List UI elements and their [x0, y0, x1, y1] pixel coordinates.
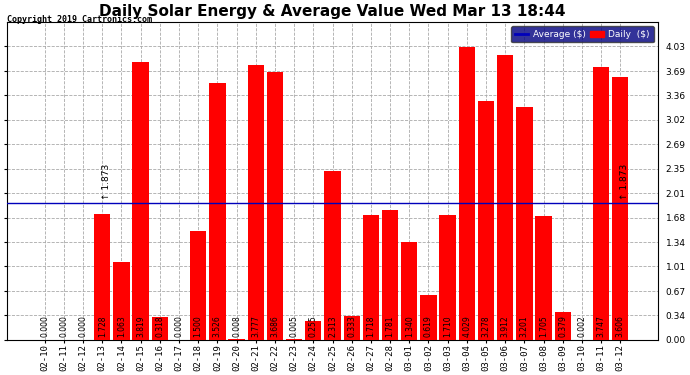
Bar: [152, 316, 168, 340]
Text: 3.686: 3.686: [270, 315, 279, 337]
Bar: [555, 312, 571, 340]
Bar: [324, 171, 341, 340]
Bar: [497, 55, 513, 340]
Bar: [593, 67, 609, 340]
Text: 4.029: 4.029: [462, 315, 471, 337]
Text: 2.313: 2.313: [328, 315, 337, 337]
Bar: [228, 339, 245, 340]
Text: 1.781: 1.781: [386, 315, 395, 337]
Text: 0.008: 0.008: [232, 315, 241, 337]
Text: 3.819: 3.819: [136, 315, 145, 337]
Bar: [459, 46, 475, 340]
Text: 0.333: 0.333: [347, 315, 356, 337]
Text: 3.201: 3.201: [520, 315, 529, 337]
Text: ↑ 1.873: ↑ 1.873: [101, 164, 110, 200]
Bar: [267, 72, 283, 340]
Text: 0.000: 0.000: [79, 315, 88, 337]
Bar: [190, 231, 206, 340]
Text: 1.728: 1.728: [98, 315, 107, 337]
Text: 0.318: 0.318: [155, 315, 164, 337]
Bar: [113, 262, 130, 340]
Bar: [516, 107, 533, 340]
Bar: [535, 216, 552, 340]
Text: 0.619: 0.619: [424, 315, 433, 337]
Bar: [420, 295, 437, 340]
Bar: [209, 83, 226, 340]
Text: 0.005: 0.005: [290, 315, 299, 337]
Bar: [305, 321, 322, 340]
Title: Daily Solar Energy & Average Value Wed Mar 13 18:44: Daily Solar Energy & Average Value Wed M…: [99, 4, 566, 19]
Text: 3.606: 3.606: [615, 315, 625, 337]
Text: Copyright 2019 Cartronics.com: Copyright 2019 Cartronics.com: [7, 15, 152, 24]
Bar: [612, 77, 629, 340]
Text: 1.705: 1.705: [539, 315, 548, 337]
Text: 0.000: 0.000: [59, 315, 68, 337]
Text: 1.500: 1.500: [194, 315, 203, 337]
Text: 0.000: 0.000: [40, 315, 49, 337]
Text: 3.777: 3.777: [251, 315, 260, 337]
Bar: [382, 210, 398, 340]
Text: 3.526: 3.526: [213, 315, 222, 337]
Text: 1.063: 1.063: [117, 315, 126, 337]
Bar: [401, 242, 417, 340]
Text: 0.379: 0.379: [558, 315, 567, 337]
Bar: [344, 315, 360, 340]
Bar: [363, 215, 379, 340]
Bar: [94, 214, 110, 340]
Text: 1.710: 1.710: [443, 315, 452, 337]
Bar: [248, 65, 264, 340]
Text: 0.002: 0.002: [578, 315, 586, 337]
Legend: Average ($), Daily  ($): Average ($), Daily ($): [511, 26, 653, 42]
Text: 1.718: 1.718: [366, 315, 375, 337]
Text: 3.912: 3.912: [501, 315, 510, 337]
Bar: [440, 215, 456, 340]
Text: 3.278: 3.278: [482, 315, 491, 337]
Text: 0.255: 0.255: [309, 315, 318, 337]
Text: ↑ 1.873: ↑ 1.873: [620, 164, 629, 200]
Text: 0.000: 0.000: [175, 315, 184, 337]
Text: 1.340: 1.340: [405, 315, 414, 337]
Text: 3.747: 3.747: [597, 315, 606, 337]
Bar: [132, 62, 149, 340]
Bar: [478, 101, 494, 340]
